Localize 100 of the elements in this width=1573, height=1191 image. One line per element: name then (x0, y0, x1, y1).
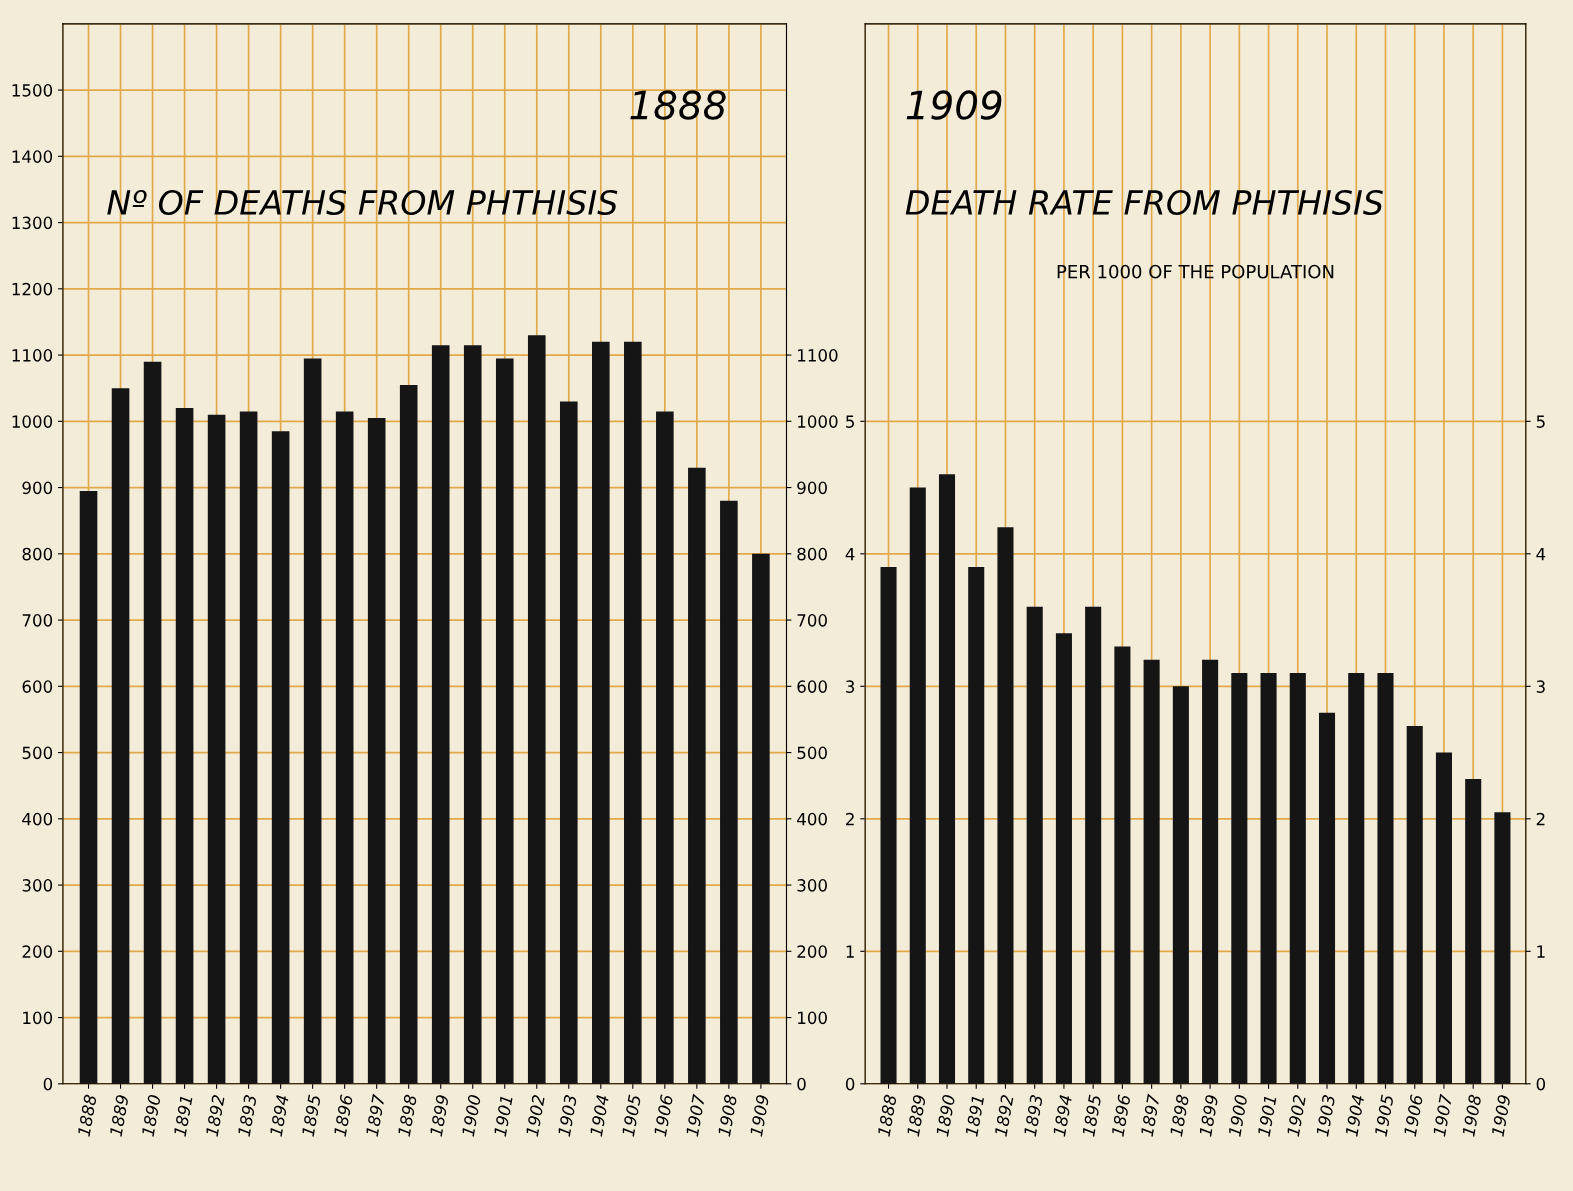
x-tick-label: 1899 (429, 1094, 449, 1137)
bar (495, 358, 514, 1084)
x-tick-label: 1888 (877, 1094, 897, 1137)
x-tick-label: 1908 (717, 1094, 738, 1137)
bar (335, 411, 354, 1084)
bar (1026, 606, 1043, 1084)
y-tick-label: 1200 (12, 282, 53, 296)
y2-tick-label: 700 (797, 614, 827, 627)
x-tick-label: 1902 (525, 1094, 546, 1137)
x-tick-label: 1895 (301, 1094, 321, 1137)
x-tick-label: 1891 (173, 1096, 193, 1137)
bar (1172, 686, 1189, 1084)
bar (1289, 673, 1306, 1084)
bar (1143, 659, 1160, 1084)
y-tick-label: 100 (23, 1011, 53, 1025)
x-tick-label: 1904 (589, 1094, 610, 1137)
x-tick-label: 1903 (1315, 1094, 1336, 1137)
y-tick-label: 4 (845, 548, 855, 561)
x-tick-label: 1907 (685, 1093, 706, 1137)
bar (1114, 646, 1131, 1084)
y-tick-label: 0 (43, 1077, 53, 1091)
bar (1085, 606, 1102, 1084)
x-tick-label: 1900 (1228, 1094, 1248, 1137)
bar (463, 345, 482, 1084)
y2-tick-label: 300 (797, 879, 827, 892)
x-tick-label: 1909 (749, 1094, 770, 1137)
y2-tick-label: 800 (797, 547, 827, 561)
x-tick-label: 1909 (1491, 1094, 1511, 1137)
y-tick-label: 300 (22, 879, 53, 892)
bar (624, 341, 642, 1084)
y-tick-label: 5 (846, 415, 854, 428)
x-tick-label: 1901 (1257, 1096, 1277, 1137)
x-tick-label: 1896 (333, 1094, 353, 1137)
bar (239, 411, 258, 1084)
bar (1465, 779, 1482, 1084)
bar (1202, 659, 1219, 1084)
y2-tick-label: 0 (1536, 1077, 1546, 1091)
y-tick-label: 500 (22, 746, 53, 760)
x-tick-label: 1888 (77, 1094, 97, 1137)
y2-tick-label: 4 (1536, 548, 1546, 561)
x-tick-label: 1891 (965, 1096, 985, 1137)
x-tick-label: 1889 (109, 1094, 129, 1137)
y2-tick-label: 1100 (798, 349, 838, 362)
bar (688, 467, 706, 1084)
y2-tick-label: 2 (1536, 812, 1545, 826)
y-tick-label: 0 (845, 1077, 855, 1091)
y-tick-label: 900 (22, 481, 53, 495)
x-tick-label: 1889 (906, 1094, 927, 1137)
y-tick-label: 400 (22, 812, 53, 826)
y-tick-label: 200 (22, 945, 53, 958)
bar (1406, 726, 1423, 1084)
bar (909, 487, 926, 1084)
y2-tick-label: 1 (1537, 945, 1545, 958)
bar (207, 414, 226, 1084)
bar (880, 567, 897, 1084)
bar (592, 341, 610, 1084)
bar (1318, 712, 1336, 1084)
bar (559, 401, 578, 1084)
bar (1377, 673, 1394, 1084)
y-tick-label: 1 (846, 945, 854, 958)
bar (656, 411, 674, 1084)
x-tick-label: 1893 (1023, 1094, 1043, 1137)
y2-tick-label: 5 (1536, 415, 1545, 428)
x-tick-label: 1898 (397, 1094, 418, 1137)
x-tick-label: 1890 (141, 1094, 161, 1137)
y-tick-label: 2 (846, 812, 854, 826)
y2-tick-label: 3 (1536, 680, 1545, 693)
y-tick-label: 1100 (12, 349, 53, 362)
x-tick-label: 1899 (1198, 1094, 1219, 1137)
x-tick-label: 1897 (1140, 1093, 1161, 1137)
x-tick-label: 1900 (461, 1094, 482, 1137)
x-tick-label: 1894 (269, 1094, 289, 1137)
y2-tick-label: 100 (798, 1011, 827, 1025)
x-tick-label: 1902 (1286, 1094, 1307, 1137)
x-tick-label: 1901 (493, 1096, 513, 1137)
bar (431, 345, 450, 1084)
bar (968, 567, 985, 1084)
y-tick-label: 3 (846, 680, 855, 693)
bar (720, 500, 738, 1084)
y2-tick-label: 400 (797, 812, 827, 826)
x-tick-label: 1894 (1052, 1094, 1073, 1137)
x-tick-label: 1892 (994, 1094, 1014, 1137)
bar (1260, 673, 1277, 1084)
y2-tick-label: 1000 (798, 415, 838, 428)
bar (143, 361, 162, 1084)
bar (1348, 673, 1365, 1084)
x-tick-label: 1905 (621, 1094, 642, 1137)
bar (111, 388, 130, 1084)
bar (271, 431, 290, 1084)
y2-tick-label: 600 (797, 680, 827, 693)
x-tick-label: 1906 (1403, 1094, 1424, 1137)
bar (1435, 752, 1452, 1084)
y-tick-label: 700 (22, 614, 53, 627)
y-tick-label: 1400 (12, 150, 53, 163)
y-tick-label: 800 (22, 547, 53, 561)
x-tick-label: 1903 (557, 1094, 578, 1137)
x-tick-label: 1908 (1462, 1094, 1482, 1137)
bar (1231, 673, 1248, 1084)
y2-tick-label: 0 (797, 1077, 806, 1091)
y-tick-label: 1000 (12, 415, 53, 428)
